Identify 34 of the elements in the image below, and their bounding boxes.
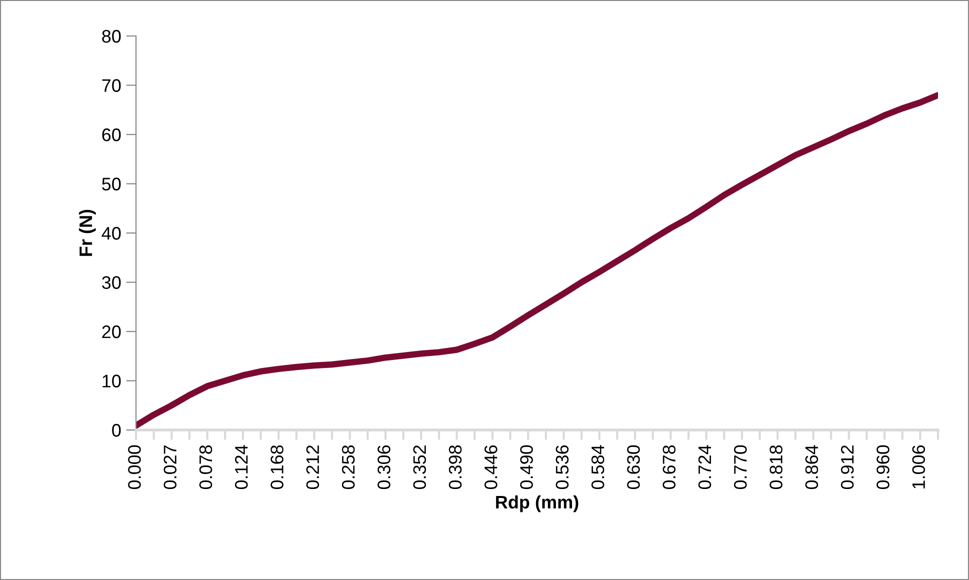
y-tick-label: 50 xyxy=(102,178,121,190)
x-tick-label: 0.306 xyxy=(378,445,390,490)
y-tick-label: 20 xyxy=(102,325,121,338)
x-tick-label: 0.212 xyxy=(306,445,320,490)
y-tick-label: 80 xyxy=(102,30,121,43)
x-tick-label: 0.258 xyxy=(342,445,355,490)
y-tick-label: 60 xyxy=(102,128,121,142)
y-axis-title: Fr (N) xyxy=(78,210,96,256)
y-tick-label: 10 xyxy=(102,374,121,388)
x-tick-label: 0.912 xyxy=(840,445,854,490)
x-tick-label: 0.864 xyxy=(805,445,818,490)
x-tick-label: 0.818 xyxy=(770,445,782,490)
x-axis-title: Rdp (mm) xyxy=(496,495,578,512)
y-tick-label: 0 xyxy=(112,424,121,437)
x-tick-label: 0.490 xyxy=(520,445,533,490)
x-tick-label: 0.446 xyxy=(484,445,498,490)
x-tick-label: 0.960 xyxy=(876,445,890,490)
x-tick-label: 0.027 xyxy=(164,445,176,490)
x-tick-label: 0.000 xyxy=(128,445,141,490)
y-tick-label: 40 xyxy=(102,226,121,240)
x-tick-label: 0.352 xyxy=(413,445,426,490)
x-tick-label: 0.630 xyxy=(627,445,640,490)
x-tick-label: 0.168 xyxy=(270,445,284,490)
x-tick-label: 1.006 xyxy=(912,445,926,488)
x-tick-label: 0.536 xyxy=(556,445,569,490)
x-tick-label: 0.124 xyxy=(234,445,248,490)
x-tick-label: 0.078 xyxy=(199,445,212,490)
y-tick-label: 70 xyxy=(102,79,121,92)
y-tick-label: 30 xyxy=(102,276,121,289)
x-tick-label: 0.724 xyxy=(698,445,712,490)
x-tick-label: 0.770 xyxy=(734,445,747,490)
x-tick-label: 0.678 xyxy=(662,445,676,490)
x-tick-label: 0.398 xyxy=(448,445,462,490)
x-tick-label: 0.584 xyxy=(591,445,604,490)
